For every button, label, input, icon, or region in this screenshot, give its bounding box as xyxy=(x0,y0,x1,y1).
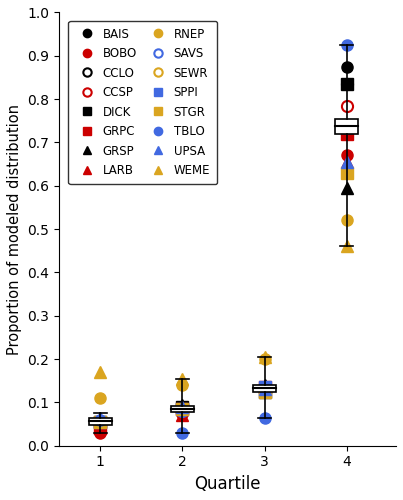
Y-axis label: Proportion of modeled distribution: Proportion of modeled distribution xyxy=(7,104,22,354)
X-axis label: Quartile: Quartile xyxy=(194,475,261,493)
Bar xyxy=(171,406,194,412)
Legend: BAIS, BOBO, CCLO, CCSP, DICK, GRPC, GRSP, LARB, RNEP, SAVS, SEWR, SPPI, STGR, TB: BAIS, BOBO, CCLO, CCSP, DICK, GRPC, GRSP… xyxy=(69,20,217,184)
Bar xyxy=(89,418,112,426)
Bar xyxy=(335,118,358,134)
Bar xyxy=(253,385,276,392)
